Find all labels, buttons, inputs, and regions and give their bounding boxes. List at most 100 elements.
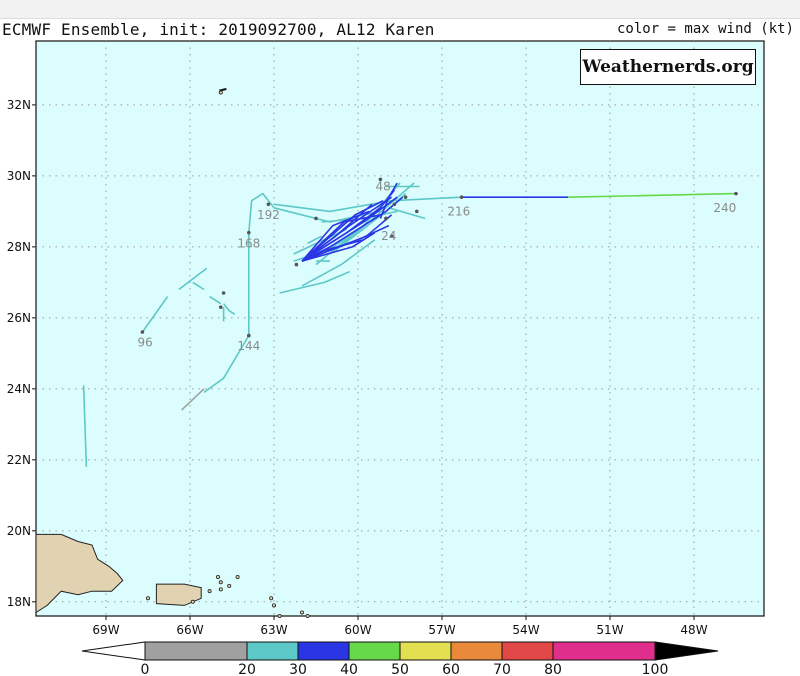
colorbar-label: 80 (544, 662, 562, 676)
credit-label: Weathernerds.org (580, 49, 756, 85)
land-islet (218, 580, 223, 585)
colorbar-bin (552, 641, 656, 661)
colorbar-label: 0 (141, 662, 150, 676)
tick-label-y: 24N (7, 382, 31, 396)
plot-area (35, 40, 765, 617)
forecast-hour-label: 240 (713, 201, 736, 215)
land-islet (218, 587, 223, 592)
track-point (403, 195, 408, 199)
colorbar-bin (246, 641, 299, 661)
colorbar-label: 50 (391, 662, 409, 676)
track-line (301, 199, 384, 262)
track-line (301, 210, 370, 262)
track-line (203, 192, 381, 394)
colorbar-high-arrow (654, 641, 719, 661)
colorbar-bin (348, 641, 401, 661)
land-islet (305, 614, 310, 619)
colorbar-bin (501, 641, 554, 661)
forecast-hour-label: 216 (447, 204, 470, 218)
track-point (378, 177, 383, 182)
track-point (266, 202, 271, 207)
colorbar-label: 30 (289, 662, 307, 676)
forecast-hour-label: 168 (237, 236, 260, 250)
track-point (247, 230, 251, 235)
track-point (459, 195, 464, 199)
hour-labels: 24 48 96 144 168 192 216 240 (138, 180, 737, 354)
track-line (388, 207, 426, 220)
tick-label-y: 32N (7, 98, 31, 112)
colorbar-bin (450, 641, 503, 661)
track-line (82, 385, 88, 467)
track-point (392, 202, 397, 207)
land-islet (215, 574, 220, 579)
track-line (141, 296, 169, 333)
track-line (181, 388, 205, 411)
track-line (273, 196, 462, 213)
track-point (221, 291, 226, 295)
track-point (389, 234, 394, 239)
tick-label-x: 69W (92, 623, 119, 637)
browser-top-strip (0, 0, 800, 19)
track-line (379, 182, 398, 219)
track-lines (82, 177, 738, 467)
land-islet (271, 603, 276, 608)
grid-lines (36, 41, 764, 616)
track-line (307, 235, 322, 245)
forecast-hour-label: 24 (381, 229, 396, 243)
tick-label-y: 22N (7, 453, 31, 467)
colorbar-label: 40 (340, 662, 358, 676)
tick-label-x: 57W (428, 623, 455, 637)
colorbar-bin (297, 641, 350, 661)
tick-label-x: 63W (260, 623, 287, 637)
track-point (734, 191, 738, 196)
land-islet (299, 610, 304, 615)
track-line (301, 239, 376, 287)
land-puerto-rico (155, 583, 202, 606)
colorbar-bin (399, 641, 452, 661)
tick-label-y: 20N (7, 524, 31, 538)
colorbar-label: 20 (238, 662, 256, 676)
track-line (209, 295, 222, 305)
colorbar-low-arrow (81, 641, 146, 661)
track-line (567, 192, 737, 198)
track-point (247, 333, 251, 338)
tick-label-y: 26N (7, 311, 31, 325)
track-line (222, 303, 236, 315)
land-hispaniola (35, 533, 124, 614)
track-point (140, 330, 145, 334)
land-islet (277, 614, 282, 619)
land-islet (227, 583, 232, 588)
axis-ticks: 69W 66W 63W 60W 57W 54W 51W 48W 18N 20N 22N 24N 26N 2… (7, 98, 708, 637)
chart-title: ECMWF Ensemble, init: 2019092700, AL12 K… (2, 20, 435, 39)
land-islet (145, 596, 150, 601)
track-point (384, 216, 388, 221)
land-islet (235, 574, 240, 579)
land-islet (190, 599, 195, 604)
colorbar: 0 20 30 40 50 60 70 80 100 (81, 641, 719, 676)
land-islet (269, 596, 274, 601)
tick-label-x: 48W (680, 623, 707, 637)
colorbar-bin (144, 641, 248, 661)
forecast-hour-label: 48 (376, 180, 391, 194)
track-point (219, 305, 223, 310)
forecast-hour-label: 96 (138, 336, 153, 350)
land-bermuda (219, 87, 227, 92)
track-line (279, 270, 350, 294)
tick-label-x: 60W (344, 623, 371, 637)
tick-label-x: 66W (176, 623, 203, 637)
colorbar-label: 70 (493, 662, 511, 676)
forecast-hour-label: 192 (257, 208, 280, 222)
track-point (415, 209, 419, 214)
color-scale-note: color = max wind (kt) (616, 21, 794, 37)
land-masses (35, 87, 310, 619)
land-islet (207, 589, 212, 594)
track-line (178, 267, 208, 291)
track-line (301, 224, 390, 262)
track-point (314, 216, 318, 221)
colorbar-label: 60 (442, 662, 460, 676)
tick-label-x: 51W (596, 623, 623, 637)
tick-label-y: 30N (7, 169, 31, 183)
track-line (301, 232, 376, 262)
tick-label-y: 28N (7, 240, 31, 254)
